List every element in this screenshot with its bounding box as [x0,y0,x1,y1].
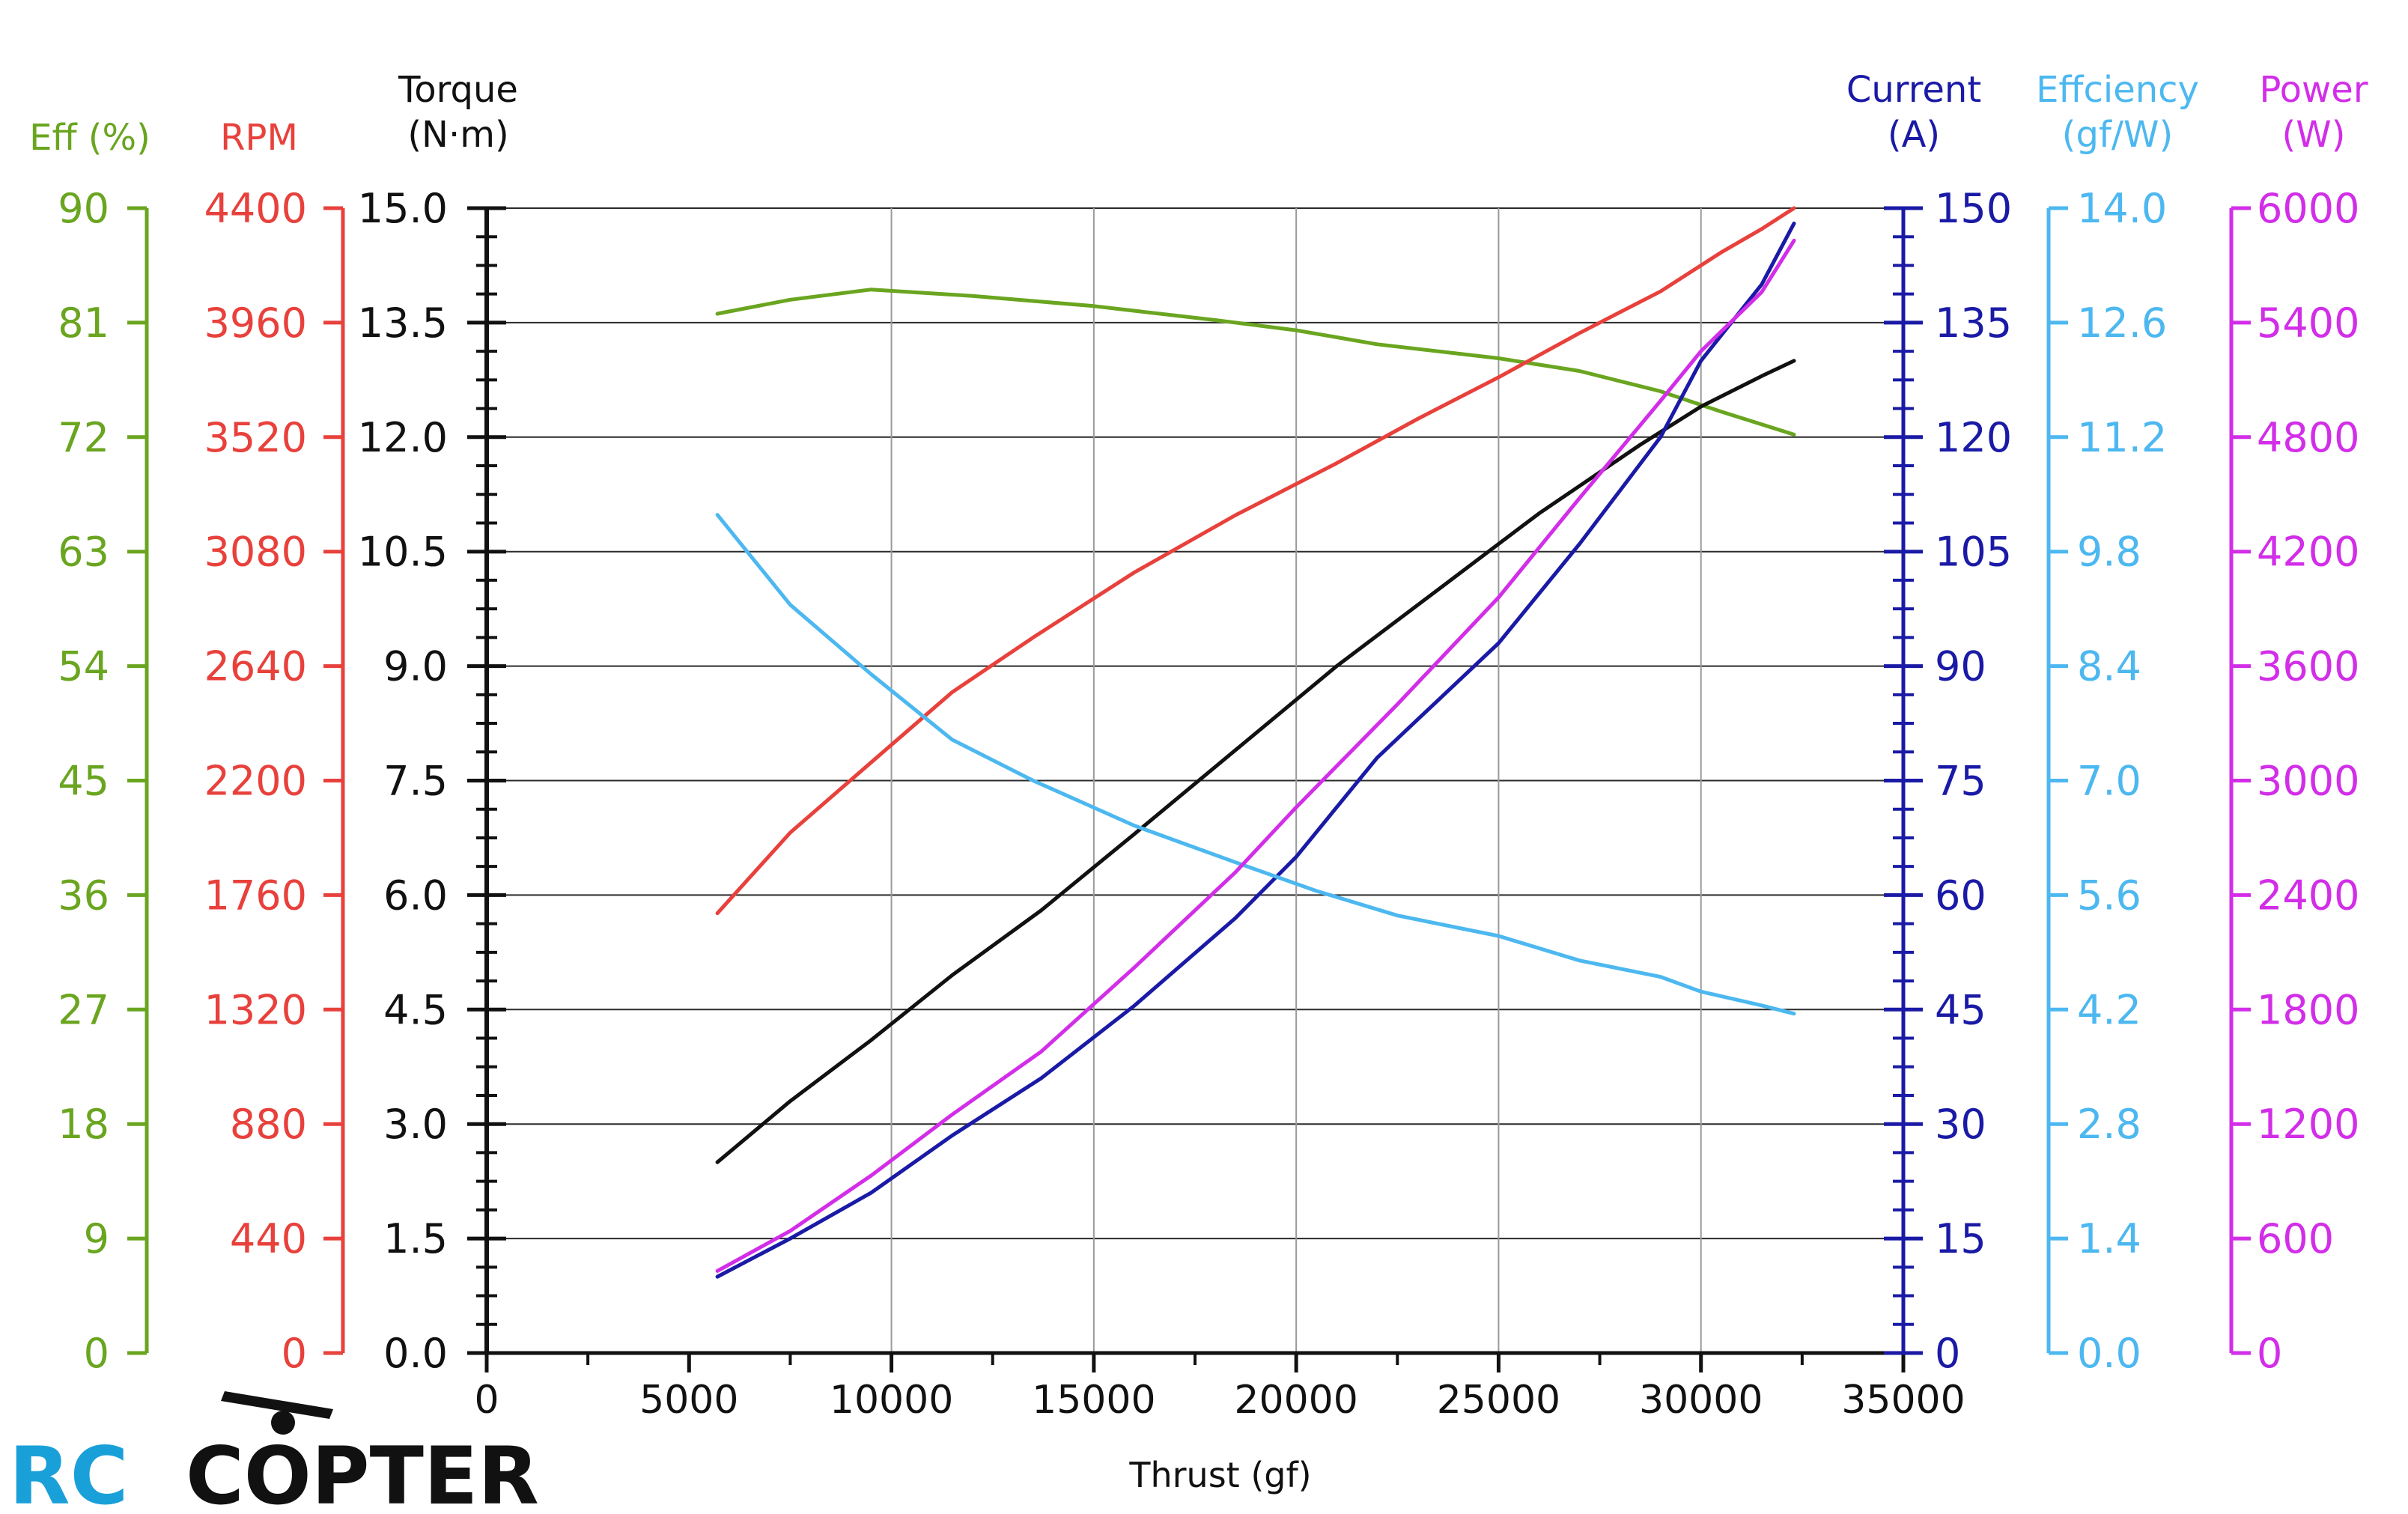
efficiency-tick-label: 2.8 [2077,1101,2141,1148]
x-tick-label: 10000 [830,1378,953,1423]
series-line-rpm [715,206,1796,916]
torque-tick-label: 15.0 [358,185,448,232]
x-tick-label: 25000 [1437,1378,1560,1423]
efficiency-tick-label: 12.6 [2077,300,2167,347]
rpm-tick-label: 440 [230,1215,307,1262]
torque-axis-title: Torque [398,69,518,111]
eff-tick-label: 81 [58,300,109,347]
rpm-tick-label: 2640 [204,643,307,690]
efficiency-tick-label: 1.4 [2077,1215,2141,1262]
torque-tick-label: 0.0 [383,1330,448,1377]
series-line-current [715,221,1796,1279]
current-tick-label: 90 [1935,643,1986,690]
current-axis-title: Current [1846,69,1981,111]
rpm-tick-label: 1760 [204,872,307,919]
eff-tick-label: 9 [84,1215,109,1262]
torque-tick-label: 4.5 [383,986,448,1033]
x-tick-label: 30000 [1639,1378,1763,1423]
power-tick-label: 2400 [2257,872,2359,919]
rpm-tick-label: 1320 [204,986,307,1033]
rpm-tick-label: 4400 [204,185,307,232]
current-tick-label: 120 [1935,414,2012,461]
torque-tick-label: 3.0 [383,1101,448,1148]
power-tick-label: 3600 [2257,643,2359,690]
series-line-torque [715,359,1796,1164]
efficiency-tick-label: 4.2 [2077,986,2141,1033]
logo-text-rc: RC [9,1430,128,1510]
torque-tick-label: 12.0 [358,414,448,461]
eff-axis-title: Eff (%) [29,117,150,159]
current-tick-label: 30 [1935,1101,1986,1148]
torque-tick-label: 10.5 [358,529,448,576]
rpm-tick-label: 880 [230,1101,307,1148]
current-tick-label: 75 [1935,758,1986,805]
efficiency-tick-label: 14.0 [2077,185,2167,232]
efficiency-tick-label: 8.4 [2077,643,2141,690]
rpm-tick-label: 3080 [204,529,307,576]
helicopter-rotor-icon [221,1391,333,1435]
series-line-power [715,238,1796,1273]
power-axis-title: (W) [2282,114,2346,156]
rpm-tick-label: 2200 [204,758,307,805]
efficiency-tick-label: 0.0 [2077,1330,2141,1377]
current-tick-label: 150 [1935,185,2012,232]
eff-tick-label: 72 [58,414,109,461]
power-tick-label: 5400 [2257,300,2359,347]
power-tick-label: 4200 [2257,529,2359,576]
x-tick-label: 0 [474,1378,499,1423]
current-tick-label: 60 [1935,872,1986,919]
torque-tick-label: 6.0 [383,872,448,919]
torque-tick-label: 7.5 [383,758,448,805]
torque-axis-title: (N·m) [407,114,508,156]
power-tick-label: 3000 [2257,758,2359,805]
torque-tick-label: 1.5 [383,1215,448,1262]
logo-text-copter: COPTER [186,1430,539,1510]
torque-tick-label: 9.0 [383,643,448,690]
efficiency-tick-label: 9.8 [2077,529,2141,576]
current-tick-label: 105 [1935,529,2012,576]
current-tick-label: 15 [1935,1215,1986,1262]
power-tick-label: 0 [2257,1330,2282,1377]
series-line-efficiency [715,513,1796,1016]
power-tick-label: 1200 [2257,1101,2359,1148]
eff-tick-label: 27 [58,986,109,1033]
eff-tick-label: 90 [58,185,109,232]
x-tick-label: 15000 [1032,1378,1155,1423]
efficiency-tick-label: 7.0 [2077,758,2141,805]
power-tick-label: 600 [2257,1215,2334,1262]
power-tick-label: 4800 [2257,414,2359,461]
eff-tick-label: 0 [84,1330,109,1377]
power-axis-title: Power [2259,69,2368,111]
rc-copter-logo: RC COPTER [9,1391,539,1514]
rpm-tick-label: 3520 [204,414,307,461]
efficiency-axis-title: Effciency [2036,69,2199,111]
current-tick-label: 45 [1935,986,1986,1033]
series-line-eff [715,288,1796,437]
rpm-tick-label: 3960 [204,300,307,347]
x-tick-label: 35000 [1841,1378,1965,1423]
power-tick-label: 6000 [2257,185,2359,232]
efficiency-tick-label: 11.2 [2077,414,2167,461]
current-tick-label: 0 [1935,1330,1960,1377]
rpm-axis-title: RPM [220,117,298,159]
x-axis-title: Thrust (gf) [1128,1455,1311,1495]
eff-tick-label: 45 [58,758,109,805]
x-tick-label: 20000 [1234,1378,1357,1423]
rpm-tick-label: 0 [282,1330,307,1377]
eff-tick-label: 63 [58,529,109,576]
torque-tick-label: 13.5 [358,300,448,347]
eff-tick-label: 36 [58,872,109,919]
x-tick-label: 5000 [639,1378,738,1423]
eff-tick-label: 54 [58,643,109,690]
current-axis-title: (A) [1888,114,1940,156]
efficiency-axis-title: (gf/W) [2062,114,2173,156]
power-tick-label: 1800 [2257,986,2359,1033]
current-tick-label: 135 [1935,300,2012,347]
eff-tick-label: 18 [58,1101,109,1148]
efficiency-tick-label: 5.6 [2077,872,2141,919]
